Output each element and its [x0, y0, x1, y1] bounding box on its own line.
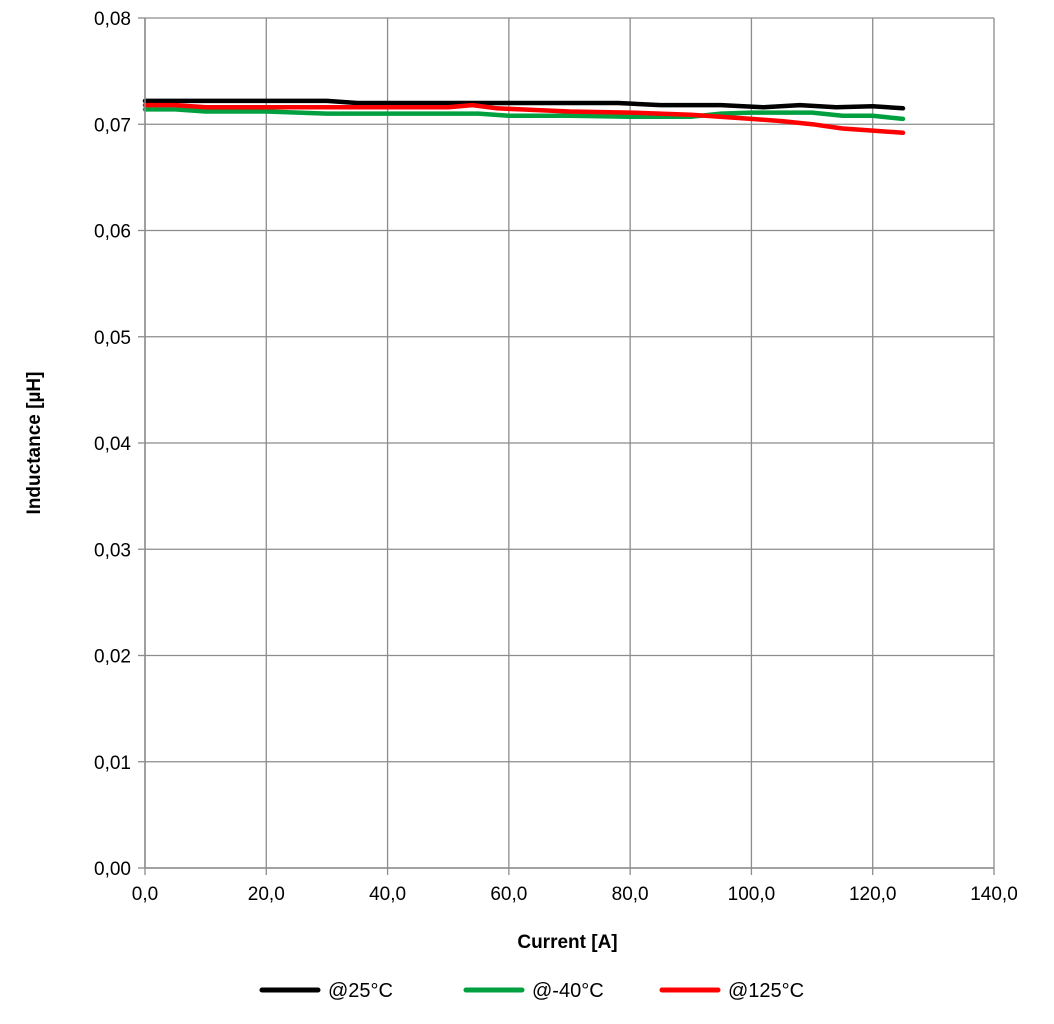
y-tick-label: 0,08 [94, 9, 131, 30]
y-tick-label: 0,04 [94, 434, 131, 455]
x-tick-label: 60,0 [490, 884, 527, 905]
x-tick-label: 100,0 [728, 884, 776, 905]
legend-label-2: @125°C [728, 980, 804, 1002]
legend: @25°C @-40°C @125°C [259, 980, 804, 1002]
x-tick-label: 120,0 [849, 884, 897, 905]
axes: 0,0 20,0 40,0 60,0 80,0 100,0 120,0 140,00,000,… [24, 9, 1018, 953]
series-line-1 [142, 107, 906, 122]
y-tick-label: 0,06 [94, 222, 131, 243]
y-tick-label: 0,07 [94, 115, 131, 136]
legend-label-0: @25°C [328, 980, 393, 1002]
series-line-0 [142, 98, 906, 111]
y-tick-label: 0,01 [94, 753, 131, 774]
x-tick-label: 80,0 [612, 884, 649, 905]
x-tick-label: 0,0 [132, 884, 158, 905]
y-tick-label: 0,03 [94, 540, 131, 561]
x-tick-label: 20,0 [248, 884, 285, 905]
x-tick-label: 40,0 [369, 884, 406, 905]
x-axis-title: Current [A] [517, 932, 617, 953]
y-axis-title: Inductance [µH] [24, 372, 45, 515]
y-tick-label: 0,05 [94, 328, 131, 349]
series-line-2 [142, 102, 906, 136]
y-tick-label: 0,02 [94, 647, 131, 668]
series-lines [142, 98, 906, 136]
x-tick-label: 140,0 [970, 884, 1018, 905]
grid [144, 17, 995, 869]
legend-label-1: @-40°C [532, 980, 604, 1002]
y-tick-label: 0,00 [94, 859, 131, 880]
